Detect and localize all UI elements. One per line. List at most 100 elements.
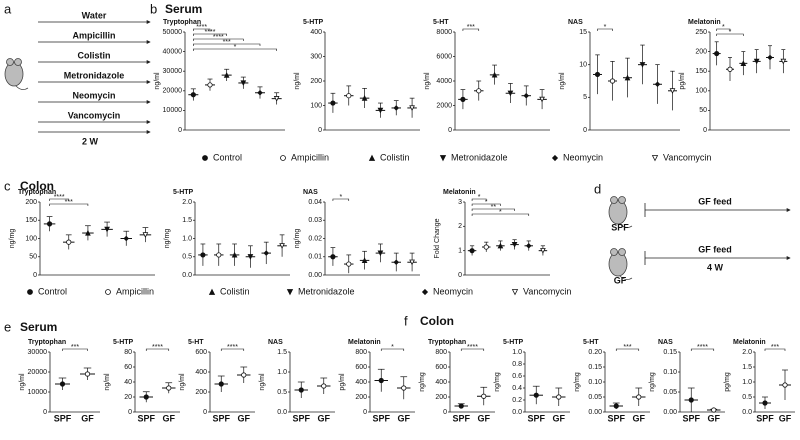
- legend-label: Vancomycin: [663, 152, 711, 162]
- x-tick-label: GF: [398, 413, 411, 423]
- chart-title: Tryptophan: [28, 339, 66, 346]
- y-axis-label: ng/mg: [649, 372, 656, 392]
- marker: [651, 155, 659, 162]
- marker: [104, 226, 110, 233]
- panel-letter: a: [4, 1, 12, 16]
- y-tick-label: 1.5: [182, 217, 192, 224]
- marker: [59, 381, 66, 387]
- marker: [105, 289, 111, 295]
- legend-label: Ampicillin: [291, 152, 329, 162]
- marker: [714, 50, 720, 57]
- y-tick-label: 0.04: [308, 199, 322, 206]
- y-tick-label: 0.0: [182, 272, 192, 279]
- y-tick-label: 100: [25, 235, 37, 242]
- treatment-label: Neomycin: [72, 90, 115, 100]
- y-tick-label: 0.0: [742, 409, 752, 416]
- y-tick-label: 1.0: [512, 349, 522, 356]
- marker: [279, 243, 285, 249]
- marker: [263, 250, 270, 256]
- marker: [361, 257, 368, 263]
- significance-bracket: [193, 48, 277, 51]
- significance-label: ****: [227, 344, 238, 351]
- marker: [609, 78, 616, 84]
- marker: [727, 66, 733, 72]
- y-tick-label: 0: [203, 409, 207, 416]
- y-tick-label: 6000: [436, 53, 452, 60]
- marker: [240, 80, 247, 87]
- significance-label: *: [604, 24, 607, 31]
- marker: [613, 403, 619, 409]
- marker: [321, 383, 327, 389]
- significance-bracket: [193, 33, 227, 36]
- significance-bracket: [462, 28, 480, 31]
- legend-label: Metronidazole: [451, 152, 508, 162]
- x-tick-label: SPF: [527, 413, 545, 423]
- y-tick-label: 800: [355, 349, 367, 356]
- y-tick-label: 80: [124, 349, 132, 356]
- y-tick-label: 0.03: [308, 217, 322, 224]
- y-tick-label: 40: [124, 379, 132, 386]
- y-tick-label: 0.00: [588, 409, 602, 416]
- y-tick-label: 200: [695, 48, 707, 55]
- marker: [207, 82, 213, 88]
- y-axis-label: ng/mg: [9, 229, 16, 249]
- marker: [298, 387, 304, 393]
- y-tick-label: 30000: [163, 68, 183, 75]
- marker: [208, 288, 216, 295]
- significance-label: **: [491, 204, 497, 211]
- section-title: Serum: [20, 320, 57, 334]
- marker: [393, 259, 400, 265]
- mouse-icon: [4, 58, 29, 90]
- arrow-label: GF feed: [698, 196, 732, 206]
- significance-bracket: [220, 348, 245, 351]
- marker: [330, 254, 336, 260]
- marker: [247, 254, 254, 260]
- y-tick-label: 1.0: [277, 369, 287, 376]
- y-tick-label: 60: [124, 364, 132, 371]
- y-tick-label: 10000: [163, 107, 183, 114]
- marker: [556, 394, 562, 400]
- y-tick-label: 0: [583, 127, 587, 134]
- marker: [624, 74, 631, 81]
- y-tick-label: 2000: [436, 102, 452, 109]
- y-tick-label: 400: [195, 369, 207, 376]
- marker: [523, 92, 530, 99]
- marker: [525, 243, 532, 249]
- y-tick-label: 0.5: [277, 389, 287, 396]
- significance-bracket: [49, 203, 89, 206]
- y-tick-label: 2.0: [182, 199, 192, 206]
- marker: [483, 244, 489, 250]
- y-tick-label: 20000: [28, 369, 48, 376]
- significance-label: *: [478, 194, 481, 201]
- x-tick-label: GF: [478, 413, 491, 423]
- chart-title: 5-HTP: [173, 189, 194, 196]
- duration: 2 W: [82, 136, 99, 146]
- marker: [460, 96, 466, 102]
- significance-label: ***: [223, 39, 231, 46]
- significance-bracket: [193, 43, 261, 46]
- chart-title: NAS: [268, 339, 283, 346]
- arrow-label: 4 W: [707, 262, 724, 272]
- panel-letter: f: [404, 313, 408, 328]
- legend-label: Control: [213, 152, 242, 162]
- marker: [409, 259, 415, 266]
- y-tick-label: 0: [363, 409, 367, 416]
- arrow-label: GF feed: [698, 244, 732, 254]
- y-tick-label: 1.0: [182, 235, 192, 242]
- significance-label: ****: [213, 34, 224, 41]
- y-tick-label: 0.05: [663, 389, 677, 396]
- y-axis-label: Fold Change: [434, 218, 441, 258]
- marker: [533, 392, 539, 398]
- significance-label: ****: [467, 344, 478, 351]
- y-tick-label: 0.01: [308, 254, 322, 261]
- y-tick-label: 0: [703, 127, 707, 134]
- significance-bracket: [145, 348, 170, 351]
- y-tick-label: 0.0: [512, 409, 522, 416]
- marker: [241, 372, 247, 378]
- y-axis-label: pg/ml: [679, 72, 686, 90]
- marker: [66, 239, 72, 245]
- significance-bracket: [380, 348, 405, 351]
- y-tick-label: 0.0: [277, 409, 287, 416]
- chart-title: 5-HT: [583, 339, 599, 346]
- y-tick-label: 200: [435, 394, 447, 401]
